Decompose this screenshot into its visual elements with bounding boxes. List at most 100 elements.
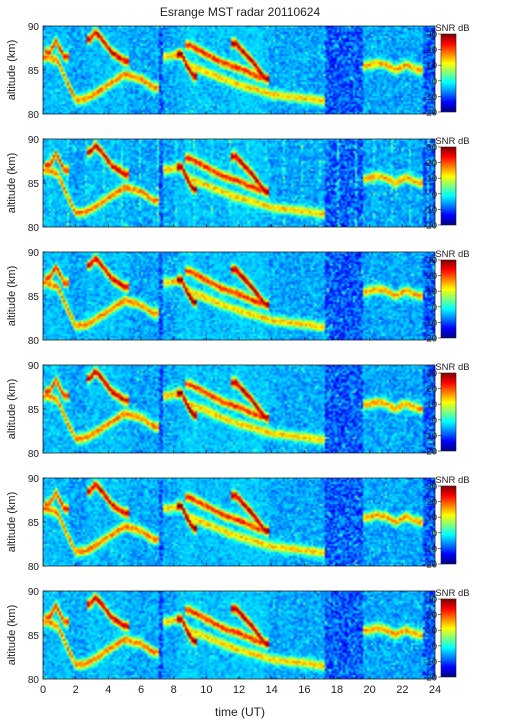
colorbar-tick-label: -10 bbox=[423, 657, 437, 668]
y-axis-label: altitude (km) bbox=[6, 379, 18, 440]
colorbar bbox=[441, 260, 456, 338]
y-tick-label: 85 bbox=[28, 631, 40, 642]
colorbar-label: SNR dB bbox=[435, 249, 469, 260]
panel-1-heatmap bbox=[43, 26, 435, 114]
colorbar-tick-label: 10 bbox=[426, 626, 437, 637]
colorbar-label: SNR dB bbox=[435, 136, 469, 147]
x-tick-label: 16 bbox=[298, 684, 310, 696]
y-axis-label: altitude (km) bbox=[6, 40, 18, 101]
panel-5-heatmap bbox=[43, 478, 435, 566]
colorbar-tick-label: 0 bbox=[432, 415, 437, 426]
colorbar-tick-label: 0 bbox=[432, 76, 437, 87]
colorbar-tick-label: 0 bbox=[432, 528, 437, 539]
colorbar-tick-label: -20 bbox=[423, 221, 437, 232]
colorbar-tick-label: 20 bbox=[426, 158, 437, 169]
colorbar-tick-label: 20 bbox=[426, 497, 437, 508]
colorbar-tick-label: 10 bbox=[426, 287, 437, 298]
figure-title: Esrange MST radar 20110624 bbox=[160, 5, 321, 19]
colorbar bbox=[441, 34, 456, 112]
x-tick-label: 20 bbox=[364, 684, 376, 696]
colorbar-tick-label: 30 bbox=[426, 30, 437, 41]
x-tick-label: 14 bbox=[266, 684, 278, 696]
y-tick-label: 80 bbox=[28, 336, 40, 347]
y-tick-label: 90 bbox=[28, 135, 40, 146]
colorbar bbox=[441, 373, 456, 451]
colorbar-tick-label: 20 bbox=[426, 45, 437, 56]
colorbar bbox=[441, 599, 456, 677]
colorbar-tick-label: -10 bbox=[423, 544, 437, 555]
y-tick-label: 85 bbox=[28, 292, 40, 303]
colorbar-tick-label: 10 bbox=[426, 61, 437, 72]
colorbar-tick-label: 0 bbox=[432, 641, 437, 652]
colorbar-tick-label: 0 bbox=[432, 189, 437, 200]
colorbar-tick-label: -10 bbox=[423, 92, 437, 103]
x-axis-label: time (UT) bbox=[215, 705, 265, 719]
x-tick-label: 2 bbox=[73, 684, 79, 696]
panel-2-heatmap bbox=[43, 139, 435, 227]
colorbar-tick-label: 30 bbox=[426, 256, 437, 267]
x-tick-label: 24 bbox=[429, 684, 441, 696]
panel-4-heatmap bbox=[43, 365, 435, 453]
colorbar-tick-label: 30 bbox=[426, 482, 437, 493]
colorbar-tick-label: 20 bbox=[426, 610, 437, 621]
colorbar-tick-label: 20 bbox=[426, 271, 437, 282]
y-tick-label: 85 bbox=[28, 518, 40, 529]
x-tick-label: 0 bbox=[40, 684, 46, 696]
panel-3-heatmap bbox=[43, 252, 435, 340]
y-axis-label: altitude (km) bbox=[6, 153, 18, 214]
colorbar-label: SNR dB bbox=[435, 362, 469, 373]
y-tick-label: 80 bbox=[28, 449, 40, 460]
colorbar-tick-label: -10 bbox=[423, 318, 437, 329]
colorbar-tick-label: 0 bbox=[432, 302, 437, 313]
colorbar-tick-label: -10 bbox=[423, 205, 437, 216]
y-tick-label: 90 bbox=[28, 587, 40, 598]
x-tick-label: 12 bbox=[233, 684, 245, 696]
y-tick-label: 80 bbox=[28, 223, 40, 234]
y-tick-label: 90 bbox=[28, 474, 40, 485]
colorbar-tick-label: -20 bbox=[423, 673, 437, 684]
colorbar-tick-label: -10 bbox=[423, 431, 437, 442]
y-tick-label: 85 bbox=[28, 66, 40, 77]
x-tick-label: 18 bbox=[331, 684, 343, 696]
x-tick-label: 10 bbox=[200, 684, 212, 696]
colorbar-tick-label: 20 bbox=[426, 384, 437, 395]
colorbar-tick-label: -20 bbox=[423, 334, 437, 345]
x-tick-label: 4 bbox=[105, 684, 111, 696]
colorbar-tick-label: 10 bbox=[426, 174, 437, 185]
colorbar-tick-label: 10 bbox=[426, 513, 437, 524]
y-tick-label: 90 bbox=[28, 22, 40, 33]
colorbar-label: SNR dB bbox=[435, 23, 469, 34]
y-tick-label: 80 bbox=[28, 562, 40, 573]
colorbar-tick-label: 30 bbox=[426, 143, 437, 154]
panel-6-heatmap bbox=[43, 591, 435, 679]
colorbar-tick-label: 30 bbox=[426, 369, 437, 380]
y-tick-label: 80 bbox=[28, 675, 40, 686]
y-tick-label: 85 bbox=[28, 405, 40, 416]
y-tick-label: 90 bbox=[28, 248, 40, 259]
x-tick-label: 8 bbox=[171, 684, 177, 696]
colorbar-tick-label: -20 bbox=[423, 560, 437, 571]
y-axis-label: altitude (km) bbox=[6, 492, 18, 553]
y-axis-label: altitude (km) bbox=[6, 605, 18, 666]
colorbar-tick-label: 10 bbox=[426, 400, 437, 411]
colorbar bbox=[441, 486, 456, 564]
y-tick-label: 85 bbox=[28, 179, 40, 190]
colorbar-tick-label: 30 bbox=[426, 595, 437, 606]
colorbar-label: SNR dB bbox=[435, 588, 469, 599]
x-tick-label: 22 bbox=[396, 684, 408, 696]
colorbar-tick-label: -20 bbox=[423, 108, 437, 119]
colorbar-tick-label: -20 bbox=[423, 447, 437, 458]
colorbar-label: SNR dB bbox=[435, 475, 469, 486]
x-tick-label: 6 bbox=[138, 684, 144, 696]
y-axis-label: altitude (km) bbox=[6, 266, 18, 327]
y-tick-label: 90 bbox=[28, 361, 40, 372]
colorbar bbox=[441, 147, 456, 225]
